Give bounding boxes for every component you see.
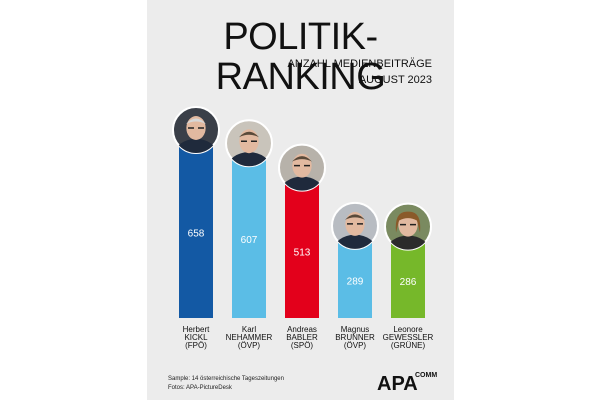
portrait-5 (384, 202, 432, 251)
sample-note: Sample: 14 österreichische Tageszeitunge… (168, 376, 284, 382)
chart-title: POLITIK-RANKING (215, 16, 386, 98)
value-label-1: 658 (188, 229, 205, 240)
chart-period: AUGUST 2023 (358, 74, 432, 86)
category-label-last: BRUNNER (335, 333, 375, 342)
bar-chart: 658 607 513 289 286 (172, 106, 432, 318)
category-label-party: (ÖVP) (237, 341, 261, 350)
apa-comm-logo: APA COMM (377, 372, 437, 391)
bar-1 (179, 147, 213, 318)
category-label-5: Leonore GEWESSLER (GRÜNE) (378, 326, 438, 350)
category-label-first: Magnus (340, 325, 370, 334)
bar-2 (232, 160, 266, 318)
photo-credit: Fotos: APA-PictureDesk (168, 385, 232, 391)
category-label-first: Leonore (393, 325, 423, 334)
category-label-4: Magnus BRUNNER (ÖVP) (325, 326, 385, 350)
category-label-party: (GRÜNE) (390, 341, 426, 350)
bar-3 (285, 184, 319, 318)
category-label-party: (ÖVP) (343, 341, 367, 350)
infographic-panel: POLITIK-RANKING ANZAHL MEDIENBEITRÄGE AU… (147, 0, 454, 400)
category-label-first: Karl (241, 325, 257, 334)
category-label-3: Andreas BABLER (SPÖ) (272, 326, 332, 350)
value-label-4: 289 (347, 276, 364, 287)
category-label-last: NEHAMMER (225, 333, 273, 342)
portrait-3 (278, 143, 326, 192)
value-label-3: 513 (294, 247, 311, 258)
portrait-1 (172, 106, 220, 154)
category-label-party: (SPÖ) (290, 341, 314, 350)
chart-subtitle: ANZAHL MEDIENBEITRÄGE (287, 58, 432, 70)
category-label-last: BABLER (286, 333, 318, 342)
category-label-1: Herbert KICKL (FPÖ) (166, 326, 226, 350)
category-label-2: Karl NEHAMMER (ÖVP) (219, 326, 279, 350)
logo-sub-text: COMM (415, 372, 437, 379)
logo-main-text: APA (377, 373, 418, 391)
bar-5 (391, 243, 425, 318)
category-label-last: GEWESSLER (382, 333, 434, 342)
category-label-first: Herbert (182, 325, 210, 334)
portrait-4 (331, 201, 379, 250)
bar-4 (338, 242, 372, 318)
chart-footer: Sample: 14 österreichische Tageszeitunge… (168, 375, 284, 393)
category-label-first: Andreas (287, 325, 317, 334)
category-label-party: (FPÖ) (185, 341, 207, 350)
portrait-2 (225, 119, 273, 168)
value-label-2: 607 (241, 235, 258, 246)
value-label-5: 286 (400, 277, 417, 288)
category-label-last: KICKL (184, 333, 208, 342)
